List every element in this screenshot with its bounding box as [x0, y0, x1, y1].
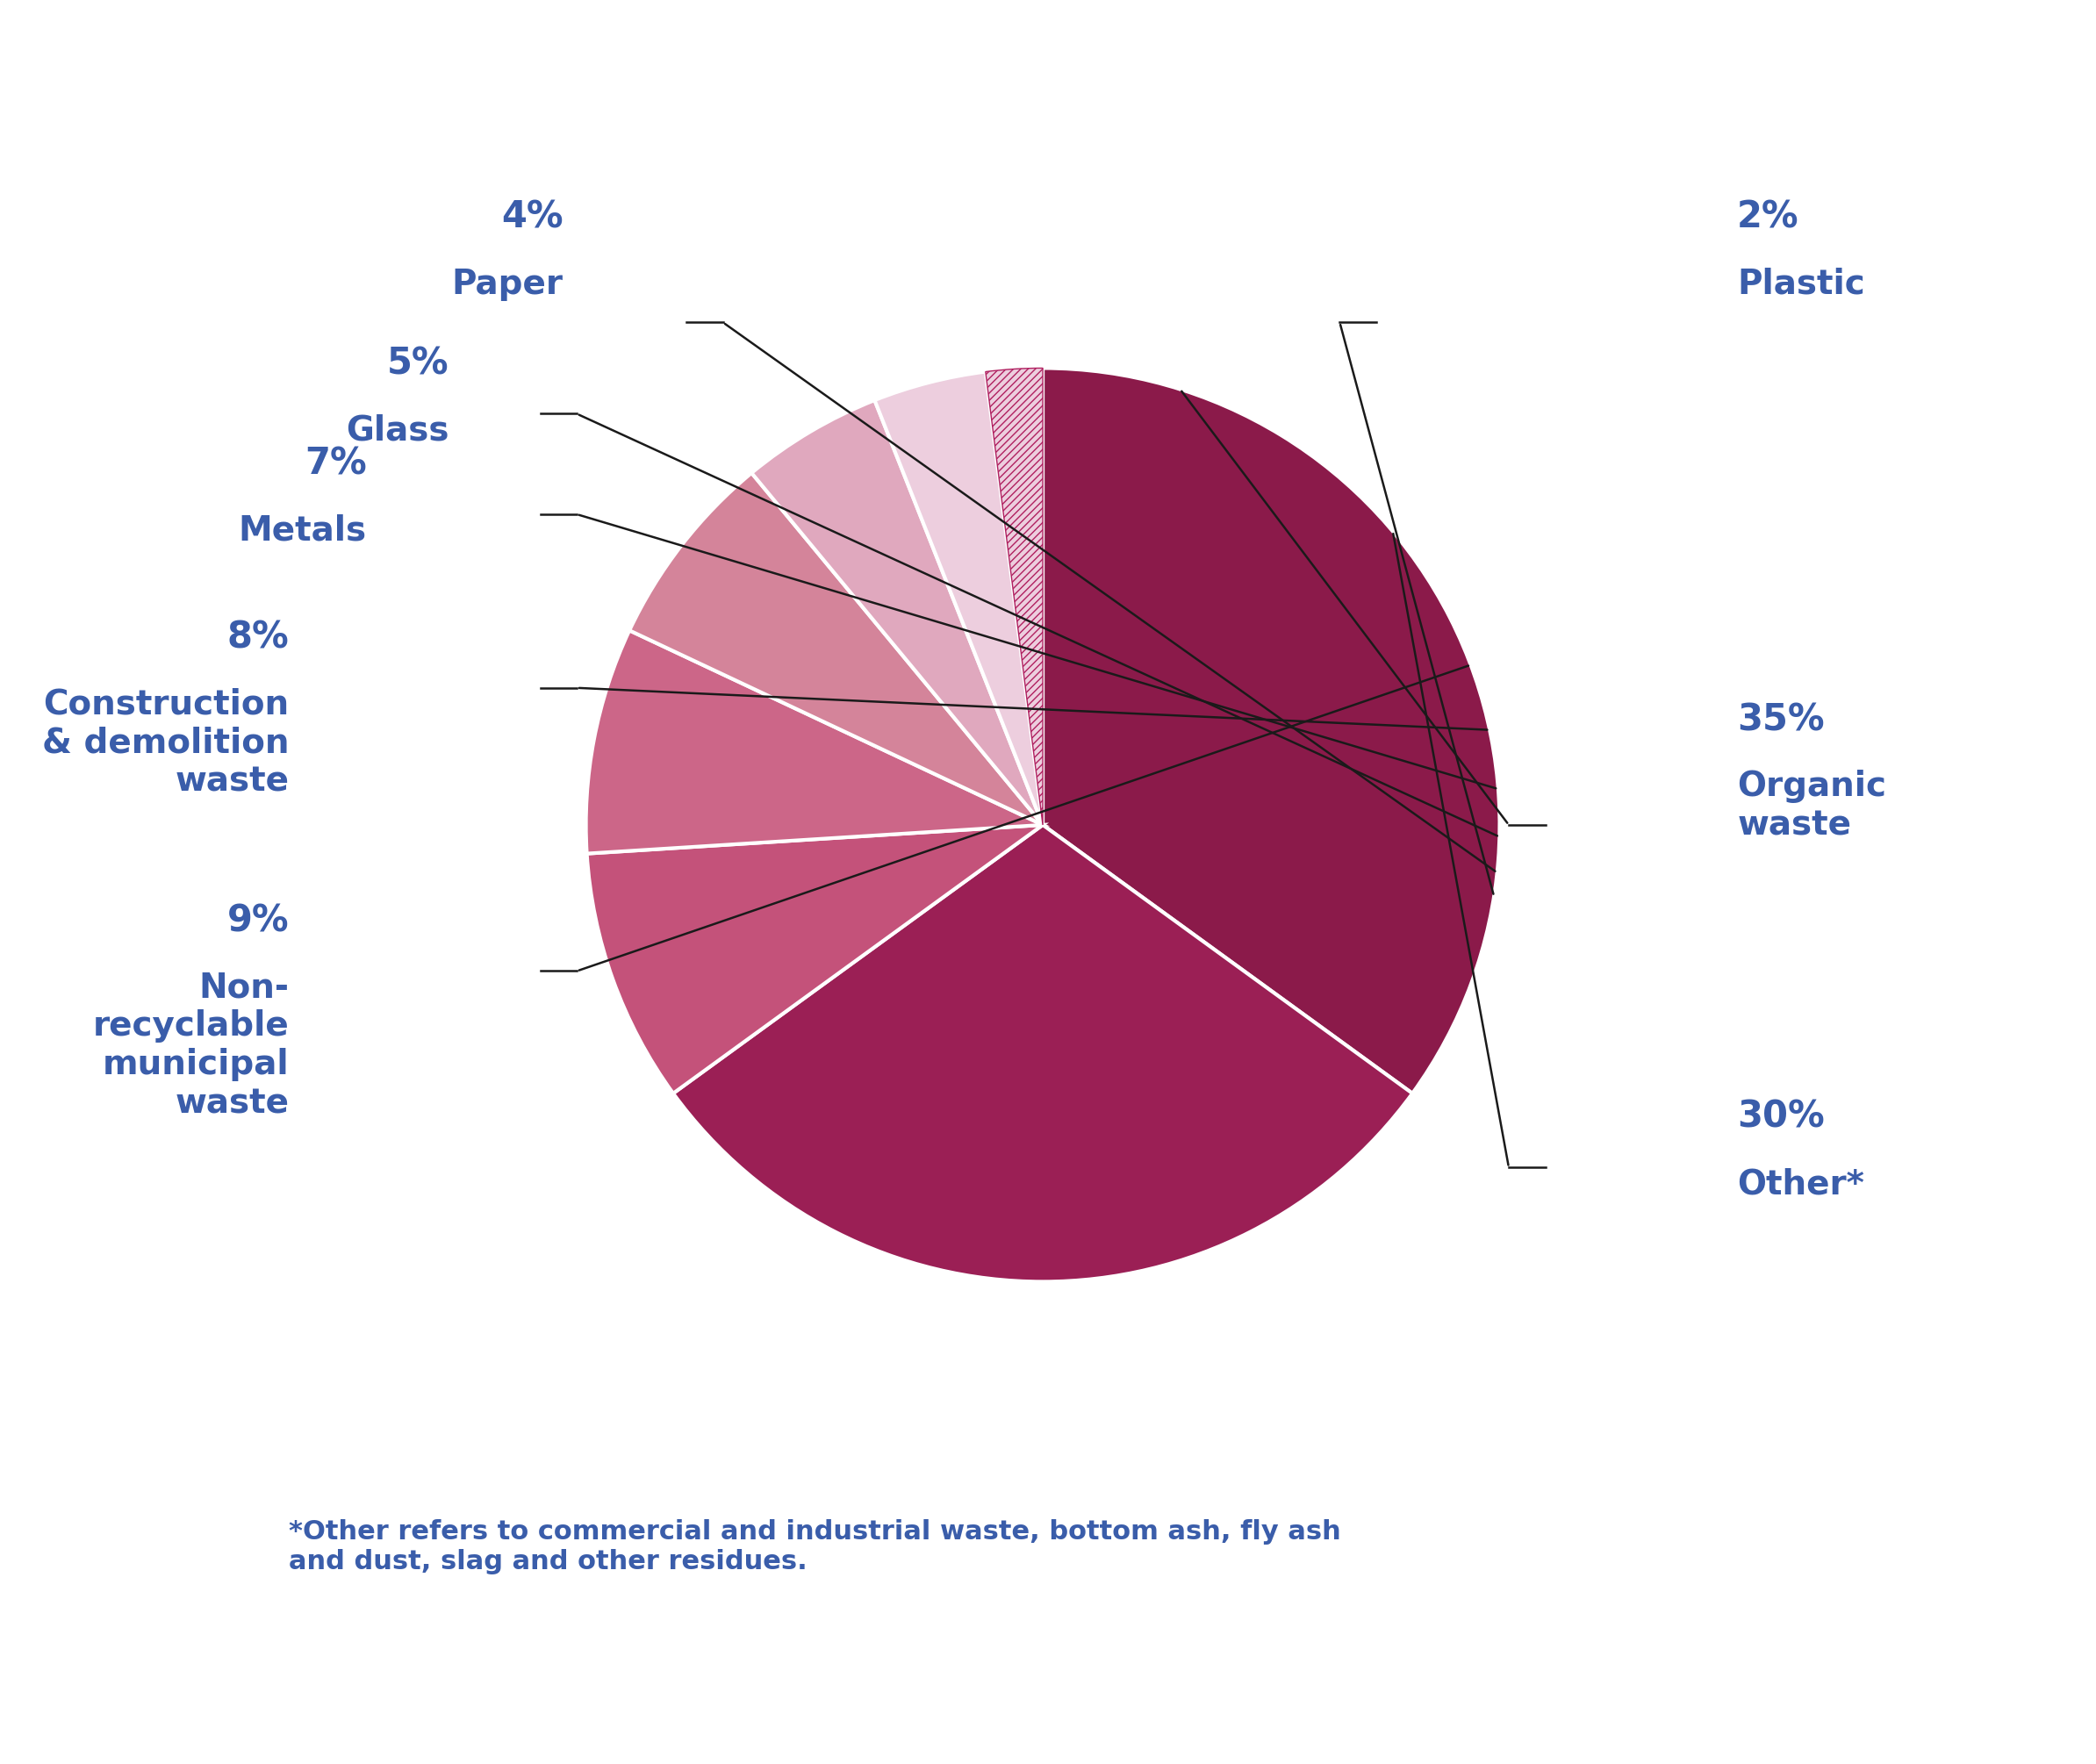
Text: Other*: Other*	[1738, 1168, 1863, 1201]
Wedge shape	[587, 826, 1044, 1094]
Text: Plastic: Plastic	[1738, 268, 1865, 302]
Text: Non-
recyclable
municipal
waste: Non- recyclable municipal waste	[92, 970, 289, 1120]
Text: 9%: 9%	[226, 901, 289, 938]
Text: Glass: Glass	[346, 415, 449, 446]
Text: 7%: 7%	[304, 446, 367, 482]
Wedge shape	[985, 369, 1044, 826]
Wedge shape	[752, 400, 1044, 826]
Text: Construction
& demolition
waste: Construction & demolition waste	[42, 688, 289, 799]
Wedge shape	[673, 826, 1413, 1282]
Text: 35%: 35%	[1738, 702, 1826, 737]
Wedge shape	[587, 630, 1044, 854]
Wedge shape	[874, 372, 1044, 826]
Text: 2%: 2%	[1738, 199, 1798, 236]
Text: Organic
waste: Organic waste	[1738, 771, 1886, 841]
Text: *Other refers to commercial and industrial waste, bottom ash, fly ash
and dust, : *Other refers to commercial and industri…	[289, 1519, 1341, 1573]
Text: 5%: 5%	[388, 346, 449, 381]
Text: Metals: Metals	[239, 515, 367, 547]
Text: 4%: 4%	[501, 199, 564, 236]
Text: 8%: 8%	[226, 619, 289, 656]
Wedge shape	[629, 473, 1044, 826]
Text: 30%: 30%	[1738, 1099, 1826, 1136]
Wedge shape	[1044, 369, 1499, 1094]
Text: Paper: Paper	[451, 268, 564, 302]
